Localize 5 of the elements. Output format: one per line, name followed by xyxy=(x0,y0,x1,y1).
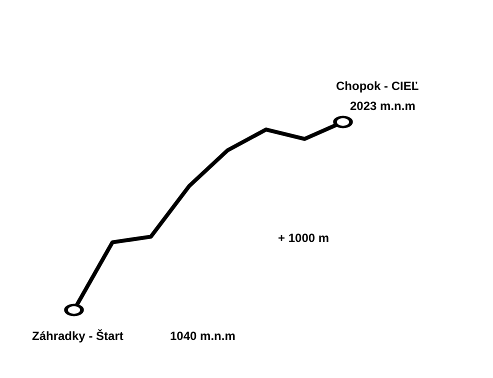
text: 2023 m.n.m xyxy=(350,99,416,113)
text: 1040 m.n.m xyxy=(170,329,236,343)
text: Záhradky - Štart xyxy=(32,329,124,343)
text: Chopok - CIEĽ xyxy=(336,79,419,93)
annotation: + 1000 m xyxy=(278,231,330,245)
